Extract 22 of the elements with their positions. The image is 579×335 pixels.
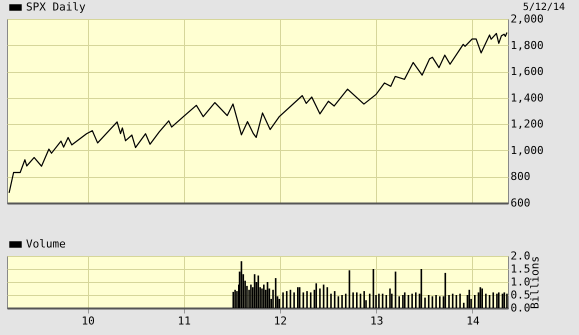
y-tick-label: 0.5 [510,288,530,302]
y-tick-label: 1,400 [510,91,544,104]
x-tick-label: 14 [466,314,480,328]
y-tick-label: 1,600 [510,65,544,78]
y-tick-label: 800 [510,170,530,184]
y-tick-label: 1,200 [510,118,544,131]
line-series [8,32,508,194]
y-tick-label: 600 [510,196,530,210]
text: 5/12/14 [522,2,565,13]
legend-label: SPX Daily [26,0,86,14]
y-tick-label: 1,000 [510,144,544,157]
x-tick-label: 13 [370,314,384,328]
legend-label: Volume [26,238,66,250]
y-tick-label: 2.0 [510,250,530,262]
y-tick-label: 2,000 [510,12,544,26]
y-tick-label: 1.5 [510,262,530,276]
y-tick-label: 1,800 [510,38,544,52]
x-tick-label: 10 [81,314,95,328]
y-tick-label: 0.0 [510,302,530,314]
x-tick-label: 11 [178,314,191,328]
x-tick-label: 12 [274,314,288,328]
y-tick-label: 1.0 [510,276,530,288]
